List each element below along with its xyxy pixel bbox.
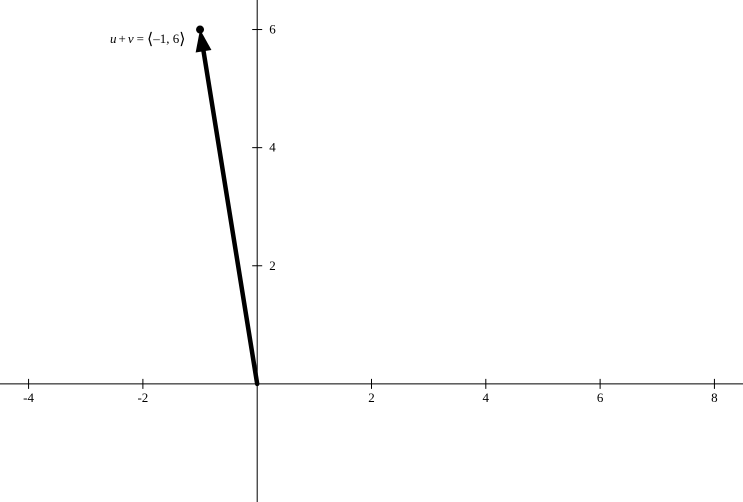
label-values: –1, 6: [153, 31, 179, 46]
y-tick-label: 4: [269, 140, 276, 155]
label-eq: =: [137, 31, 144, 46]
x-tick-label: 2: [368, 390, 375, 405]
y-tick-label: 2: [269, 258, 276, 273]
x-tick-label: -2: [137, 390, 148, 405]
label-v: v: [128, 31, 134, 46]
x-tick-label: 6: [597, 390, 604, 405]
y-tick-label: 6: [269, 22, 276, 37]
vector-sum-label: u+v=⟨–1, 6⟩: [110, 28, 185, 48]
label-close-bracket: ⟩: [179, 31, 185, 48]
vector-shaft: [202, 43, 257, 384]
label-u: u: [110, 31, 117, 46]
vector-plot: -4 -2 2 4 6 8 2 4 6: [0, 0, 743, 502]
label-open-bracket: ⟨: [147, 31, 153, 48]
plot-stage: -4 -2 2 4 6 8 2 4 6 u+v=⟨–1, 6⟩: [0, 0, 743, 502]
label-plus: +: [119, 31, 126, 46]
x-tick-label: 4: [483, 390, 490, 405]
vector-endpoint-dot: [196, 26, 204, 34]
x-tick-label: 8: [711, 390, 718, 405]
x-tick-label: -4: [23, 390, 34, 405]
